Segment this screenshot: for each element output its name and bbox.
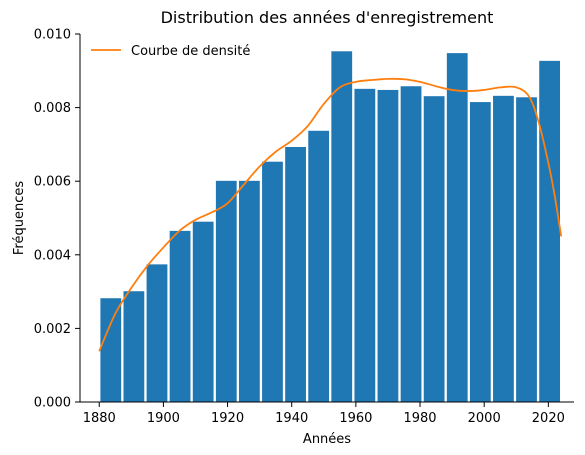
histogram-bar	[192, 221, 214, 402]
x-tick-label: 1980	[403, 411, 436, 426]
y-tick-label: 0.004	[34, 248, 71, 263]
y-tick-label: 0.000	[34, 396, 71, 411]
x-tick-label: 1940	[275, 411, 308, 426]
histogram-bar	[100, 298, 122, 402]
legend: Courbe de densité	[91, 44, 250, 59]
histogram-bar	[308, 130, 330, 402]
x-tick-label: 1900	[147, 411, 180, 426]
x-axis-label: Années	[303, 432, 351, 447]
histogram-bar	[354, 88, 376, 402]
y-axis-label: Fréquences	[12, 181, 27, 255]
histogram-bar	[215, 180, 237, 402]
histogram-bar	[238, 180, 260, 402]
histogram-bar	[377, 89, 399, 402]
y-tick-label: 0.002	[34, 322, 71, 337]
density-curve-layer	[98, 77, 563, 352]
y-tick-label: 0.010	[34, 28, 71, 43]
y-tick-label: 0.008	[34, 101, 71, 116]
histogram-bar	[331, 51, 353, 403]
histogram-bar	[446, 53, 468, 403]
x-axis-ticks: 1880 1900 1920 1940 1960 1980 2000 2020	[83, 402, 565, 426]
histogram-bar	[516, 97, 537, 403]
histogram-bar	[423, 96, 445, 402]
x-tick-label: 1920	[211, 411, 244, 426]
histogram-bar	[123, 291, 145, 402]
histogram-bar	[169, 230, 191, 402]
y-axis-ticks: 0.000 0.002 0.004 0.006 0.008 0.010	[34, 28, 80, 411]
x-tick-label: 2020	[532, 411, 565, 426]
x-tick-label: 1880	[83, 411, 116, 426]
histogram-bar	[539, 60, 561, 402]
histogram-bar	[285, 146, 306, 402]
histogram-bar	[146, 264, 168, 402]
histogram-bar	[469, 102, 491, 402]
histogram-bar	[262, 161, 283, 402]
histogram-bars	[100, 51, 561, 403]
histogram-bar	[400, 86, 422, 403]
density-curve-line	[98, 77, 563, 352]
x-tick-label: 2000	[468, 411, 501, 426]
x-tick-label: 1960	[339, 411, 372, 426]
y-tick-label: 0.006	[34, 175, 71, 190]
chart-title: Distribution des années d'enregistrement	[161, 8, 494, 27]
axes-spines	[79, 34, 574, 403]
legend-label-density: Courbe de densité	[131, 44, 250, 59]
histogram-bar	[493, 95, 514, 402]
